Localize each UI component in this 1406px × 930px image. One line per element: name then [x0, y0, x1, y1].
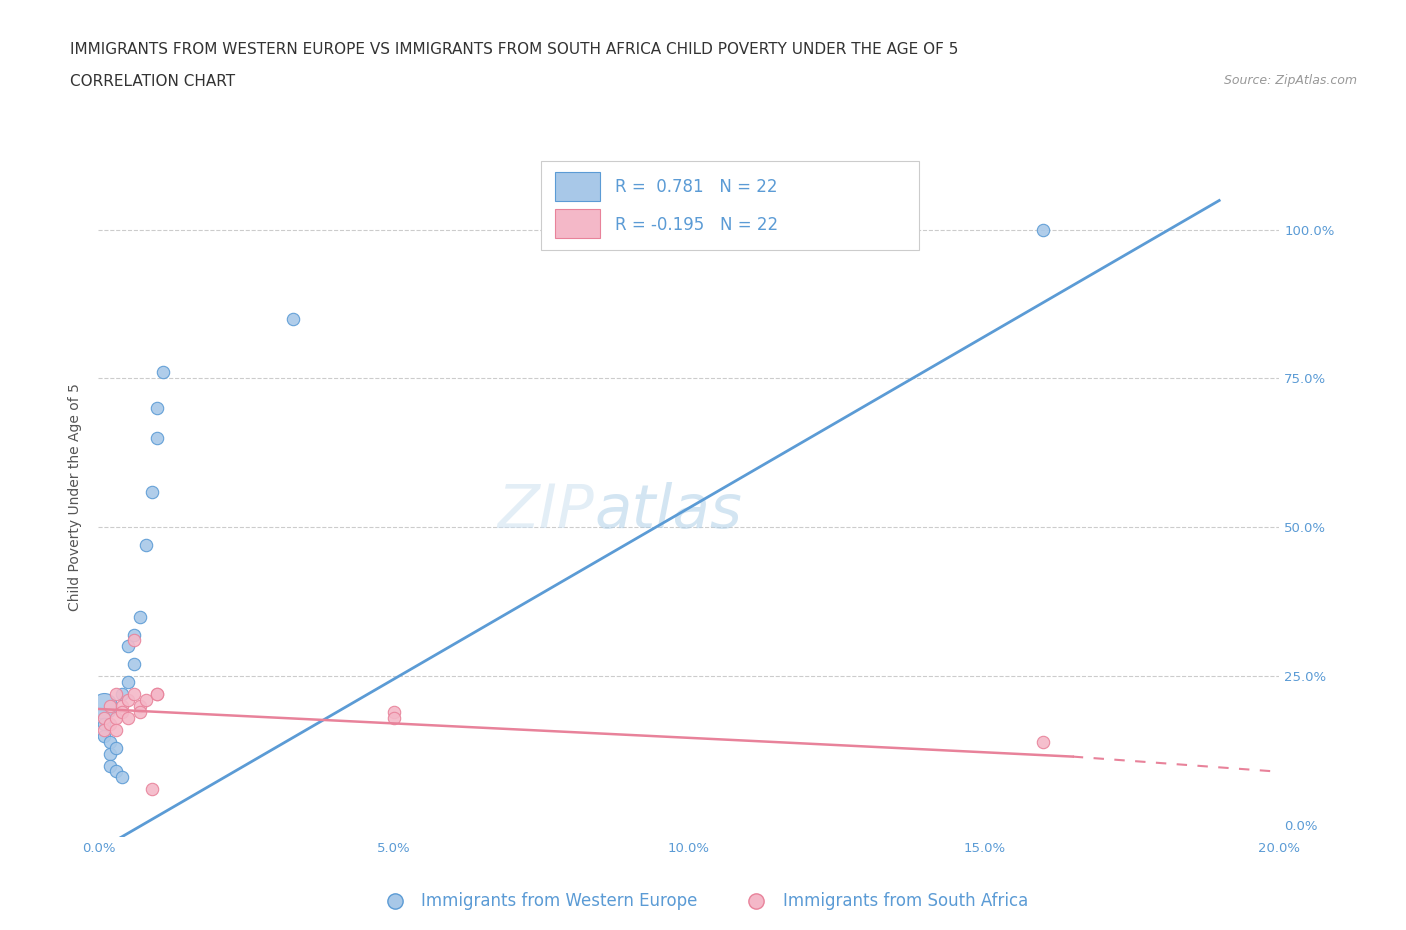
Point — [128, 698, 150, 713]
Point — [122, 633, 145, 648]
Text: R =  0.781   N = 22: R = 0.781 N = 22 — [614, 179, 778, 196]
Point — [146, 431, 169, 445]
Point — [135, 693, 157, 708]
Point — [146, 686, 169, 701]
Point — [117, 675, 139, 690]
Point — [146, 686, 169, 701]
Point — [117, 639, 139, 654]
Point — [141, 485, 163, 499]
Text: CORRELATION CHART: CORRELATION CHART — [70, 74, 235, 89]
Point — [117, 711, 139, 725]
Point — [1032, 222, 1054, 237]
Point — [98, 735, 121, 750]
Point — [105, 723, 128, 737]
Point — [141, 782, 163, 797]
FancyBboxPatch shape — [555, 209, 600, 237]
Point — [122, 657, 145, 671]
FancyBboxPatch shape — [541, 162, 920, 250]
Point — [382, 711, 405, 725]
Point — [152, 365, 174, 380]
Point — [93, 728, 115, 743]
Point — [111, 686, 134, 701]
Point — [98, 698, 121, 713]
Point — [98, 716, 121, 731]
Point — [122, 686, 145, 701]
Point — [128, 609, 150, 624]
Point — [93, 723, 115, 737]
Point — [283, 312, 305, 326]
Text: Source: ZipAtlas.com: Source: ZipAtlas.com — [1223, 74, 1357, 87]
Point — [105, 711, 128, 725]
Point — [146, 401, 169, 416]
FancyBboxPatch shape — [555, 172, 600, 201]
Point — [111, 698, 134, 713]
Text: R = -0.195   N = 22: R = -0.195 N = 22 — [614, 216, 778, 233]
Point — [93, 711, 115, 725]
Point — [117, 693, 139, 708]
Point — [128, 705, 150, 720]
Point — [1032, 735, 1054, 750]
Point — [105, 764, 128, 779]
Point — [111, 705, 134, 720]
Point — [135, 538, 157, 552]
Y-axis label: Child Poverty Under the Age of 5: Child Poverty Under the Age of 5 — [69, 383, 83, 612]
Point — [93, 716, 115, 731]
Point — [105, 740, 128, 755]
Point — [98, 758, 121, 773]
Point — [382, 705, 405, 720]
Point — [111, 770, 134, 785]
Point — [105, 686, 128, 701]
Text: atlas: atlas — [595, 482, 742, 540]
Point — [98, 746, 121, 761]
Legend: Immigrants from Western Europe, Immigrants from South Africa: Immigrants from Western Europe, Immigran… — [371, 885, 1035, 917]
Text: ZIP: ZIP — [498, 482, 595, 540]
Point — [122, 627, 145, 642]
Text: IMMIGRANTS FROM WESTERN EUROPE VS IMMIGRANTS FROM SOUTH AFRICA CHILD POVERTY UND: IMMIGRANTS FROM WESTERN EUROPE VS IMMIGR… — [70, 42, 959, 57]
Point — [93, 698, 115, 713]
